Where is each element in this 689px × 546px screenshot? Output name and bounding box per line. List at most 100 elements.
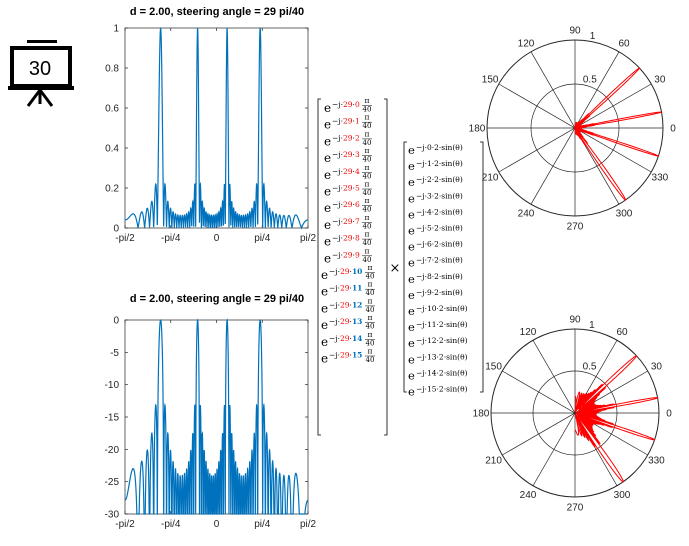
steering-entry: e −j·29·9 π40 <box>324 246 372 265</box>
polar-angle-label: 180 <box>473 409 490 420</box>
svg-text:40: 40 <box>366 339 375 347</box>
polar-angle-label: 330 <box>652 173 669 184</box>
x-tick-label: pi/4 <box>254 519 271 530</box>
steering-entry: e −j·29·14 π40 <box>321 330 375 349</box>
steering-entry: e −j·29·6 π40 <box>324 196 372 215</box>
svg-text:40: 40 <box>366 306 375 314</box>
y-tick-label: 0 <box>113 224 119 235</box>
svg-text:40: 40 <box>363 222 372 230</box>
svg-text:40: 40 <box>363 156 372 164</box>
element-entry: e −j·0·2·sin(θ) <box>408 143 463 157</box>
polar-spoke <box>502 370 648 456</box>
svg-text:−j·29·1: −j·29·1 <box>332 117 360 126</box>
svg-text:e: e <box>321 268 328 282</box>
svg-text:e: e <box>408 385 415 399</box>
element-entry: e −j·7·2·sin(θ) <box>408 256 463 270</box>
svg-text:e: e <box>408 175 415 189</box>
steering-entry: e −j·29·8 π40 <box>324 230 372 249</box>
steering-entry: e −j·29·5 π40 <box>324 180 372 199</box>
y-tick-label: 1 <box>113 24 119 35</box>
svg-text:e: e <box>408 272 415 286</box>
svg-text:π: π <box>368 296 373 305</box>
svg-text:−j·29·6: −j·29·6 <box>332 200 360 209</box>
y-tick-label: -25 <box>105 477 120 488</box>
steering-entry: e −j·29·4 π40 <box>324 163 372 182</box>
svg-text:e: e <box>324 134 331 148</box>
svg-text:−j·3·2·sin(θ): −j·3·2·sin(θ) <box>416 191 463 200</box>
x-tick-label: -pi/4 <box>161 233 181 244</box>
board-number: 30 <box>29 58 51 80</box>
svg-text:e: e <box>408 304 415 318</box>
db-pattern-chart: d = 2.00, steering angle = 29 pi/40 -pi/… <box>105 293 317 530</box>
svg-text:−j·29·0: −j·29·0 <box>332 100 360 109</box>
polar-angle-label: 90 <box>569 26 581 37</box>
polar-angle-label: 270 <box>567 503 584 514</box>
svg-text:40: 40 <box>366 356 375 364</box>
svg-text:−j·29·2: −j·29·2 <box>332 133 360 142</box>
chart2-pattern-line <box>124 318 309 515</box>
svg-text:π: π <box>368 263 373 272</box>
svg-text:−j·15·2·sin(θ): −j·15·2·sin(θ) <box>416 385 468 394</box>
svg-text:−j·6·2·sin(θ): −j·6·2·sin(θ) <box>416 240 463 249</box>
polar-angle-label: 120 <box>520 327 537 338</box>
svg-text:−j·5·2·sin(θ): −j·5·2·sin(θ) <box>416 224 463 233</box>
y-tick-label: -30 <box>105 510 120 521</box>
y-tick-label: -5 <box>110 348 119 359</box>
svg-text:π: π <box>365 246 370 255</box>
left-bracket <box>403 141 407 393</box>
svg-text:−j·29·8: −j·29·8 <box>332 234 360 243</box>
svg-text:−j·10·2·sin(θ): −j·10·2·sin(θ) <box>416 304 468 313</box>
svg-text:40: 40 <box>363 172 372 180</box>
polar-radial-label: 0.5 <box>583 362 597 373</box>
element-vector-matrix: e −j·0·2·sin(θ)e −j·1·2·sin(θ)e −j·2·2·sin(… <box>403 141 484 399</box>
polar-radial-label: 1 <box>589 320 595 331</box>
svg-text:π: π <box>365 196 370 205</box>
svg-text:e: e <box>408 320 415 334</box>
svg-text:π: π <box>365 113 370 122</box>
polar-angle-label: 60 <box>616 327 628 338</box>
svg-text:e: e <box>324 251 331 265</box>
polar-pattern-bottom: 0 30 60 90 120 150 180 210 240 270 300 330 0.5 1 <box>473 315 673 514</box>
svg-text:−j·13·2·sin(θ): −j·13·2·sin(θ) <box>416 352 468 361</box>
svg-text:π: π <box>368 280 373 289</box>
steering-entry: e −j·29·10 π40 <box>321 263 375 282</box>
svg-text:e: e <box>408 224 415 238</box>
y-tick-label: -15 <box>105 413 120 424</box>
chart1-axes-box <box>124 27 309 229</box>
svg-text:e: e <box>408 240 415 254</box>
polar-angle-label: 60 <box>618 39 630 50</box>
svg-text:−j·4·2·sin(θ): −j·4·2·sin(θ) <box>416 207 463 216</box>
polar-angle-label: 300 <box>614 490 631 501</box>
svg-text:40: 40 <box>363 206 372 214</box>
svg-text:−j·29·12: −j·29·12 <box>329 300 362 309</box>
element-entry: e −j·11·2·sin(θ) <box>408 320 468 334</box>
chart1-title: d = 2.00, steering angle = 29 pi/40 <box>130 6 304 18</box>
polar-angle-label: 0 <box>666 409 672 420</box>
element-entry: e −j·14·2·sin(θ) <box>408 368 468 382</box>
svg-text:40: 40 <box>366 323 375 331</box>
element-entry: e −j·9·2·sin(θ) <box>408 288 463 302</box>
steering-entry: e −j·29·3 π40 <box>324 146 372 165</box>
svg-text:e: e <box>321 301 328 315</box>
polar-angle-label: 30 <box>654 75 666 86</box>
svg-text:e: e <box>408 368 415 382</box>
times-symbol: × <box>390 261 401 276</box>
element-entry: e −j·4·2·sin(θ) <box>408 207 463 221</box>
polar-angle-label: 0 <box>670 124 676 135</box>
svg-text:π: π <box>365 180 370 189</box>
polar-pattern-line <box>574 355 659 483</box>
chart1-pattern-line <box>125 27 308 230</box>
steering-entry: e −j·29·0 π40 <box>324 96 372 115</box>
svg-text:e: e <box>408 191 415 205</box>
svg-text:π: π <box>365 146 370 155</box>
svg-text:−j·29·14: −j·29·14 <box>329 334 362 343</box>
svg-text:40: 40 <box>366 273 375 281</box>
svg-text:e: e <box>324 218 331 232</box>
polar-angle-label: 240 <box>520 490 537 501</box>
svg-text:40: 40 <box>363 189 372 197</box>
polar-angle-label: 330 <box>648 456 665 467</box>
svg-text:e: e <box>408 159 415 173</box>
y-tick-label: -10 <box>105 380 120 391</box>
linear-pattern-chart: d = 2.00, steering angle = 29 pi/40 -pi/… <box>105 6 316 244</box>
